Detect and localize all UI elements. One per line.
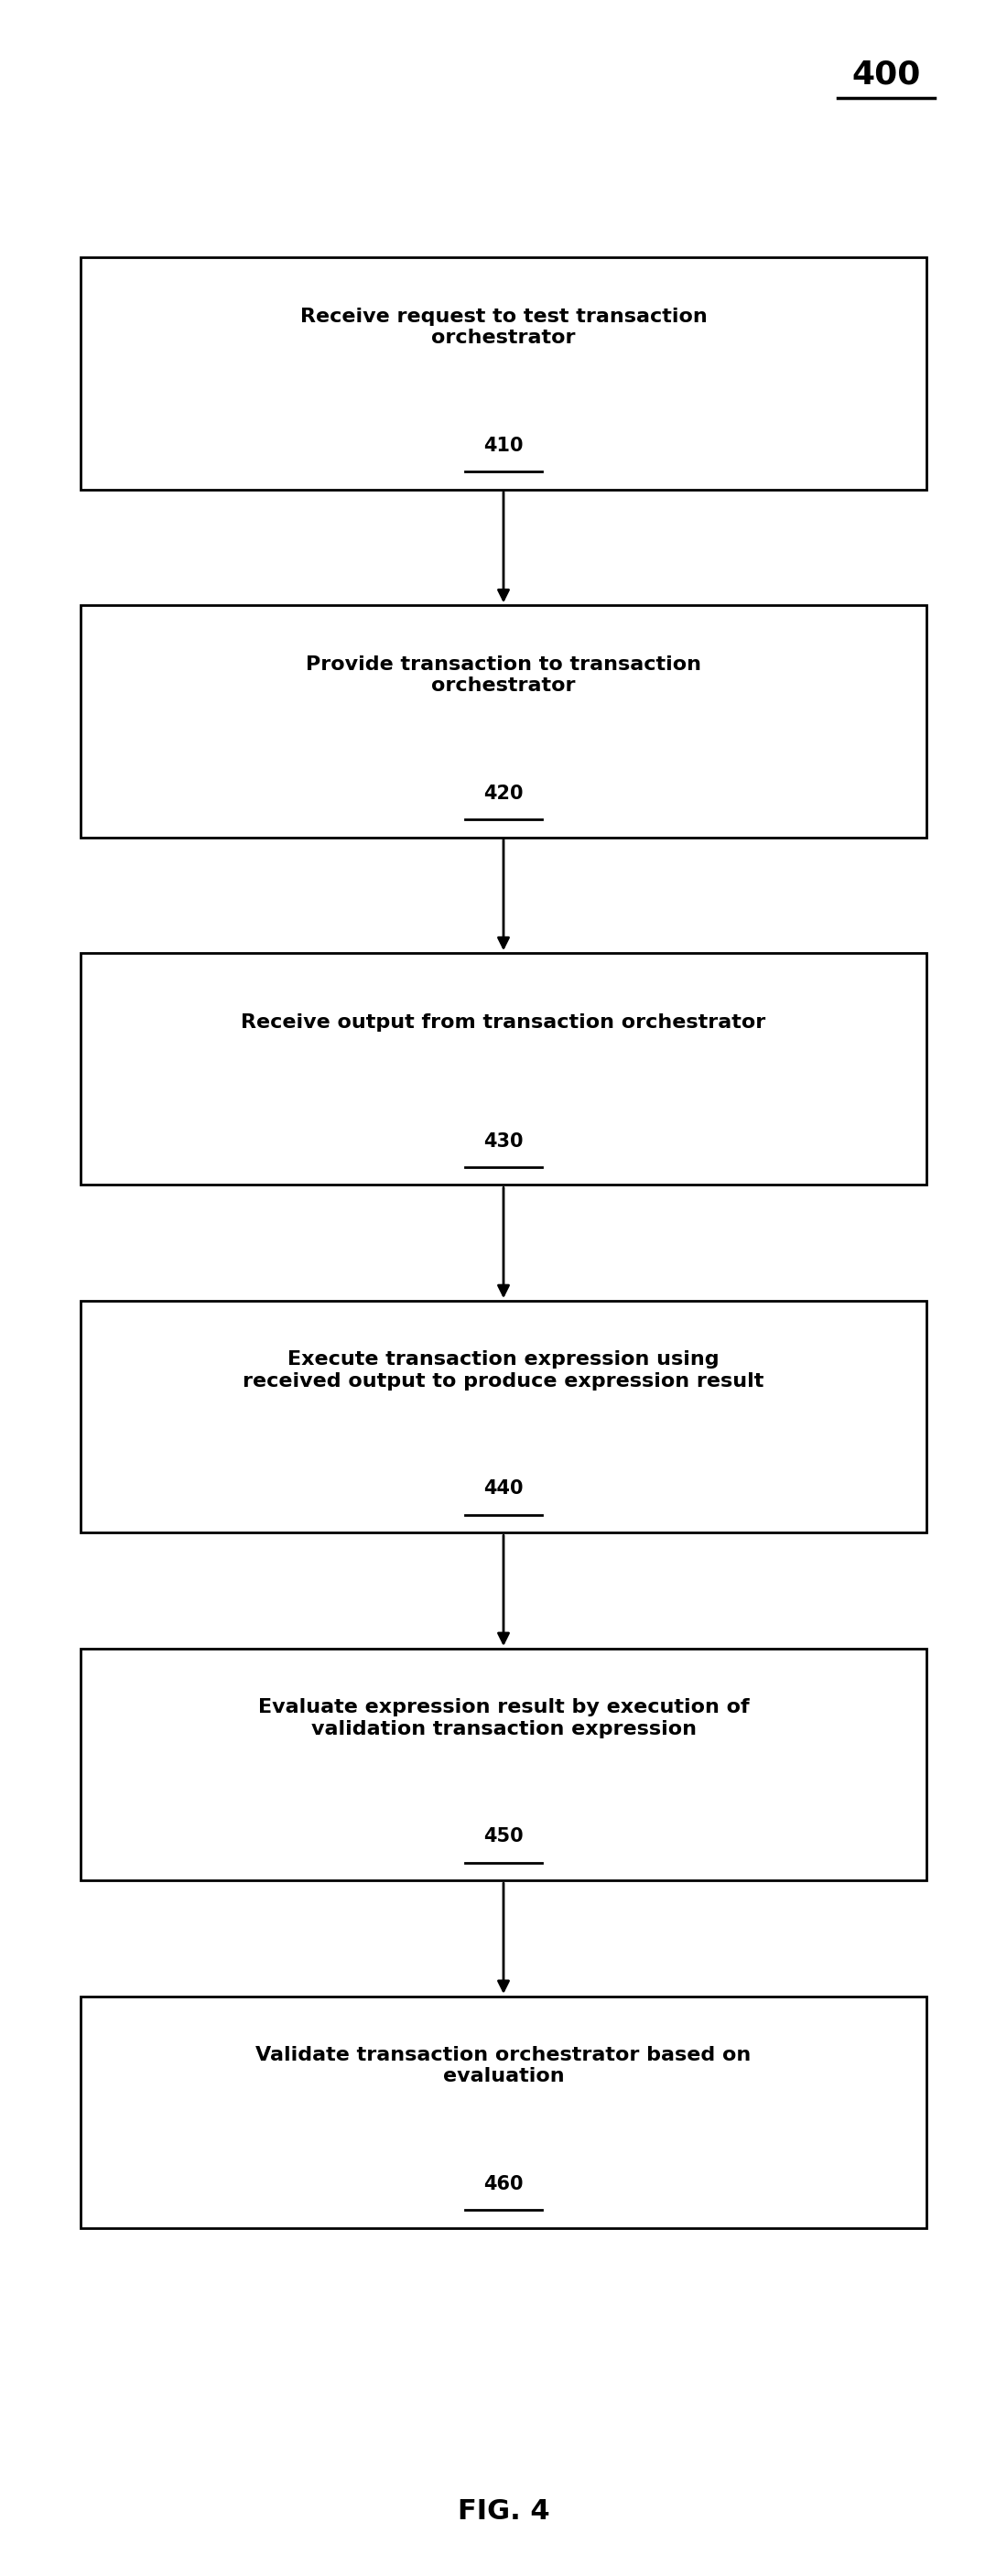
Text: Validate transaction orchestrator based on
evaluation: Validate transaction orchestrator based … (256, 2045, 751, 2087)
Bar (81, 1649, 926, 1880)
Text: 450: 450 (483, 1826, 524, 1847)
Bar (81, 1996, 926, 2228)
Bar (81, 953, 926, 1185)
Text: Receive request to test transaction
orchestrator: Receive request to test transaction orch… (300, 307, 707, 348)
Text: Evaluate expression result by execution of
validation transaction expression: Evaluate expression result by execution … (258, 1698, 749, 1739)
Text: 410: 410 (483, 435, 524, 456)
Text: 400: 400 (852, 59, 920, 90)
Text: 460: 460 (483, 2174, 524, 2195)
Bar (81, 605, 926, 837)
Text: 440: 440 (483, 1479, 524, 1499)
Text: FIG. 4: FIG. 4 (457, 2499, 550, 2524)
Bar (81, 1301, 926, 1533)
Text: Provide transaction to transaction
orchestrator: Provide transaction to transaction orche… (306, 654, 701, 696)
Text: 430: 430 (483, 1131, 524, 1151)
Text: Receive output from transaction orchestrator: Receive output from transaction orchestr… (241, 1012, 766, 1033)
Text: Execute transaction expression using
received output to produce expression resul: Execute transaction expression using rec… (243, 1350, 764, 1391)
Text: 420: 420 (483, 783, 524, 804)
Bar (81, 258, 926, 489)
